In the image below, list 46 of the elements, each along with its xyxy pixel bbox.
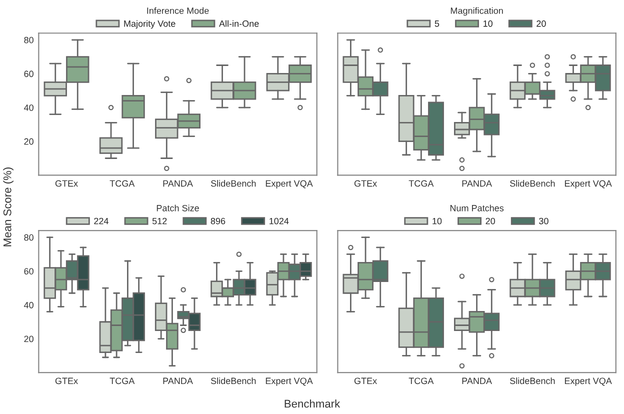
x-tick-label: PANDA [462, 180, 492, 187]
x-tick-label: SlideBench [510, 377, 555, 384]
x-tick-label: GTEx [354, 180, 377, 187]
legend-label: 1024 [270, 218, 289, 224]
legend-label: 20 [486, 218, 496, 224]
legend-title: Inference Mode [147, 7, 209, 14]
y-axis-title: Mean Score (%) [3, 168, 14, 246]
x-tick-label: GTEx [55, 180, 78, 187]
x-tick-label: SlideBench [510, 180, 555, 187]
x-tick-label: PANDA [163, 378, 193, 384]
x-tick-label: GTEx [354, 378, 377, 384]
x-tick-label: SlideBench [210, 180, 256, 187]
y-tick-label: 80 [24, 234, 34, 241]
legend-label: All-in-One [219, 20, 259, 27]
y-tick-label: 20 [24, 336, 34, 342]
x-tick-label: TCGA [110, 378, 135, 384]
legend-label: 5 [434, 20, 440, 27]
legend-label: 896 [210, 218, 226, 224]
x-tick-label: SlideBench [210, 377, 256, 384]
legend-label: Majority Vote [124, 20, 176, 29]
x-tick-label: Expert VQA [266, 378, 313, 386]
legend-label: 10 [432, 218, 442, 224]
legend-title: Patch Size [156, 204, 199, 212]
x-tick-label: PANDA [163, 180, 193, 187]
x-tick-label: GTEx [55, 378, 78, 384]
x-tick-label: TCGA [408, 378, 434, 384]
y-tick-label: 40 [24, 302, 34, 308]
y-tick-label: 20 [24, 138, 34, 145]
y-tick-label: 80 [24, 36, 34, 44]
legend-label: 10 [484, 20, 493, 27]
y-tick-label: 40 [24, 104, 34, 111]
legend-label: 20 [536, 20, 546, 27]
legend-label: 30 [539, 218, 548, 224]
x-tick-label: Expert VQA [266, 180, 313, 188]
y-tick-label: 60 [24, 268, 34, 274]
legend-title: Num Patches [450, 204, 504, 212]
x-tick-label: Expert VQA [564, 180, 612, 188]
x-tick-label: TCGA [408, 180, 434, 187]
x-tick-label: TCGA [110, 180, 135, 187]
x-tick-label: PANDA [462, 378, 492, 384]
x-tick-label: Expert VQA [564, 378, 612, 386]
legend-title: Magnification [450, 7, 503, 16]
y-tick-label: 60 [24, 70, 34, 78]
legend-label: 512 [152, 218, 167, 224]
x-axis-title: Benchmark [284, 400, 340, 408]
legend-label: 224 [94, 218, 108, 224]
